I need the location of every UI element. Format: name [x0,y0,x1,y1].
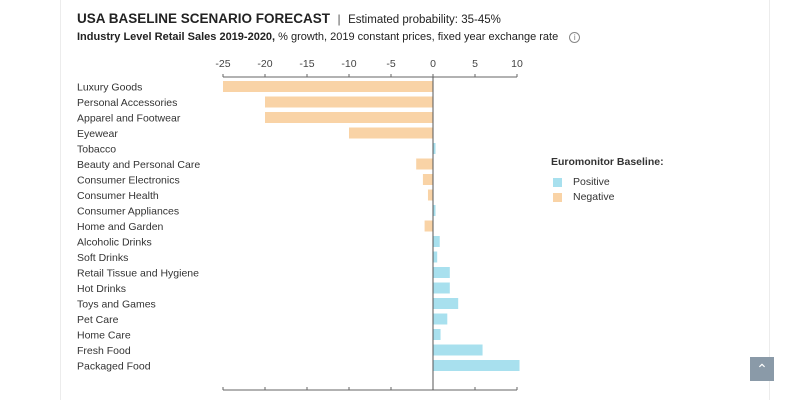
bar [433,313,448,325]
category-label: Toys and Games [77,299,156,311]
bar [424,220,433,232]
legend-title: Euromonitor Baseline: [551,156,664,168]
category-label: Home Care [77,330,131,342]
title-separator: | [337,12,341,26]
x-tick-label: -10 [341,58,356,70]
bar [433,251,438,263]
x-tick-label: -25 [215,58,230,70]
legend-item-negative[interactable]: Negative [551,191,664,203]
x-tick-label: -15 [299,58,314,70]
x-tick-label: 5 [472,58,478,70]
chevron-up-icon: ⌃ [756,361,768,377]
legend-swatch-negative [553,192,562,202]
category-label: Consumer Electronics [77,175,180,187]
bar [433,298,459,309]
category-label: Beauty and Personal Care [77,159,200,171]
bar [433,282,450,294]
legend-label-negative: Negative [573,191,615,203]
bar [433,236,440,247]
x-tick-label: 0 [430,58,436,70]
chart-card: USA BASELINE SCENARIO FORECAST | Estimat… [60,0,770,400]
category-label: Tobacco [77,144,116,156]
x-tick-label: -5 [386,58,395,70]
category-label: Fresh Food [77,345,131,357]
bar [433,205,436,216]
category-label: Consumer Appliances [77,206,179,218]
bar [433,329,441,340]
bar [433,360,520,371]
category-label: Apparel and Footwear [77,113,181,125]
legend-label-positive: Positive [573,176,610,188]
bar [416,158,433,170]
legend: Euromonitor Baseline: Positive Negative [551,156,664,206]
bar [349,127,433,139]
x-tick-label: -20 [257,58,272,70]
info-icon[interactable]: i [569,31,581,43]
bar [433,267,450,278]
category-label: Consumer Health [77,190,159,202]
bar [427,189,433,201]
category-label: Packaged Food [77,361,151,373]
bar [265,96,433,108]
bar-chart: -25 -20 -15 -10 -5 0 5 10 Luxury Goods Personal A… [77,58,523,391]
category-label: Alcoholic Drinks [77,237,152,249]
subtitle-text: % growth, 2019 constant prices, fixed ye… [275,31,559,43]
category-label: Eyewear [77,128,118,140]
legend-item-positive[interactable]: Positive [551,176,664,188]
category-label: Personal Accessories [77,97,177,109]
probability-text: Estimated probability: 35-45% [348,14,501,26]
chart-title: USA BASELINE SCENARIO FORECAST [77,11,331,26]
x-tick-label: 10 [511,58,523,70]
bar [265,112,433,123]
legend-swatch-positive [553,177,562,187]
bar [223,81,433,92]
category-label: Soft Drinks [77,252,128,264]
category-label: Retail Tissue and Hygiene [77,268,199,280]
bar [433,143,436,154]
category-label: Luxury Goods [77,82,142,94]
subtitle-bold: Industry Level Retail Sales 2019-2020, [77,31,276,43]
category-label: Home and Garden [77,221,164,233]
title-row: USA BASELINE SCENARIO FORECAST | Estimat… [77,10,501,28]
category-label: Pet Care [77,314,119,326]
bar [422,174,433,185]
scroll-to-top-button[interactable]: ⌃ [750,357,774,381]
bar [433,344,483,356]
subtitle-row: Industry Level Retail Sales 2019-2020, %… [77,31,581,43]
category-label: Hot Drinks [77,283,126,295]
